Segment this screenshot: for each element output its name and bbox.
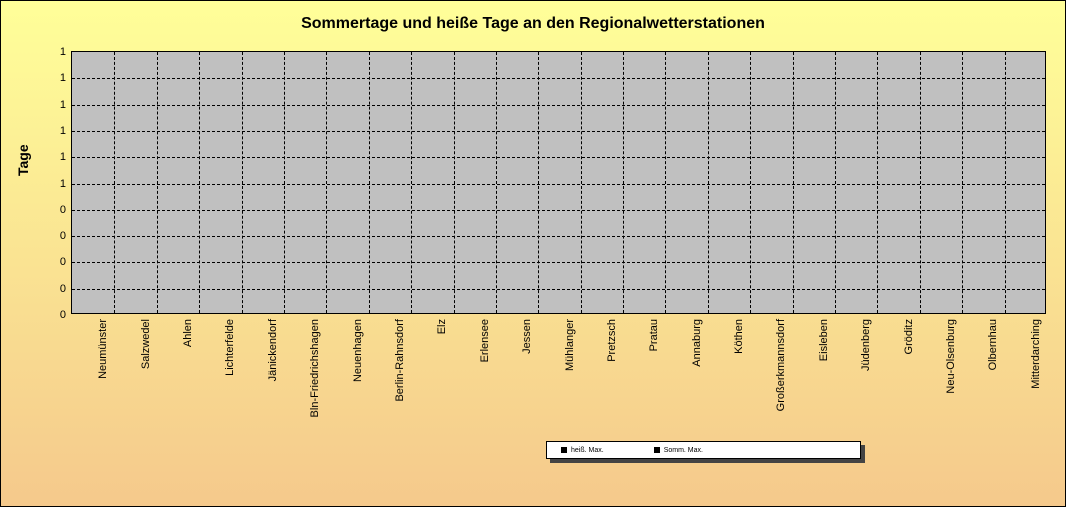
grid-line-v <box>369 52 370 313</box>
y-tick-label: 1 <box>46 125 66 137</box>
chart-title: Sommertage und heiße Tage an den Regiona… <box>1 15 1065 33</box>
grid-line-v <box>1005 52 1006 313</box>
x-tick-label: Bln-Friedrichshagen <box>309 319 321 417</box>
x-tick-label: Jüdenberg <box>860 319 872 371</box>
x-tick-label: Salzwedel <box>140 319 152 369</box>
grid-line-v <box>538 52 539 313</box>
grid-line-v <box>877 52 878 313</box>
grid-line-v <box>665 52 666 313</box>
grid-line-v <box>920 52 921 313</box>
y-tick-label: 1 <box>46 151 66 163</box>
grid-line-v <box>326 52 327 313</box>
x-tick-label: Gröditz <box>903 319 915 354</box>
y-tick-label: 1 <box>46 99 66 111</box>
legend-item: Somm. Max. <box>654 446 703 454</box>
grid-line-v <box>114 52 115 313</box>
x-tick-label: Jessen <box>521 319 533 354</box>
x-tick-label: Pratau <box>648 319 660 351</box>
grid-line-h <box>72 78 1045 79</box>
legend-label: heiß. Max. <box>571 447 604 454</box>
grid-line-v <box>793 52 794 313</box>
legend-label: Somm. Max. <box>664 447 703 454</box>
grid-line-v <box>411 52 412 313</box>
x-tick-label: Mitterdarching <box>1030 319 1042 389</box>
x-tick-label: Jänickendorf <box>267 319 279 381</box>
legend-swatch <box>561 447 567 453</box>
x-tick-label: Erlensee <box>479 319 491 362</box>
grid-line-v <box>708 52 709 313</box>
grid-line-h <box>72 289 1045 290</box>
grid-line-h <box>72 131 1045 132</box>
grid-line-h <box>72 157 1045 158</box>
x-tick-label: Olbernhau <box>987 319 999 370</box>
grid-line-h <box>72 105 1045 106</box>
grid-line-v <box>623 52 624 313</box>
plot-area: 00000111111NeumünsterSalzwedelAhlenLicht… <box>71 51 1046 314</box>
x-tick-label: Eisleben <box>818 319 830 361</box>
x-tick-label: Berlin-Rahnsdorf <box>394 319 406 402</box>
grid-line-h <box>72 184 1045 185</box>
y-tick-label: 1 <box>46 178 66 190</box>
grid-line-v <box>157 52 158 313</box>
x-tick-label: Annaburg <box>691 319 703 367</box>
x-tick-label: Köthen <box>733 319 745 354</box>
grid-line-v <box>454 52 455 313</box>
grid-line-v <box>496 52 497 313</box>
y-tick-label: 1 <box>46 46 66 58</box>
grid-line-v <box>284 52 285 313</box>
y-tick-label: 0 <box>46 256 66 268</box>
grid-line-h <box>72 236 1045 237</box>
x-tick-label: Pretzsch <box>606 319 618 362</box>
grid-line-v <box>581 52 582 313</box>
x-tick-label: Großerkmannsdorf <box>775 319 787 411</box>
chart-container: Sommertage und heiße Tage an den Regiona… <box>0 0 1066 507</box>
legend-swatch <box>654 447 660 453</box>
y-tick-label: 0 <box>46 230 66 242</box>
grid-line-v <box>835 52 836 313</box>
x-tick-label: Neumünster <box>97 319 109 379</box>
legend-item: heiß. Max. <box>561 446 604 454</box>
x-tick-label: Lichterfelde <box>224 319 236 376</box>
grid-line-v <box>962 52 963 313</box>
legend: heiß. Max. Somm. Max. <box>546 441 861 459</box>
x-tick-label: Elz <box>436 319 448 334</box>
x-tick-label: Mühlanger <box>564 319 576 371</box>
x-tick-label: Neuenhagen <box>352 319 364 382</box>
y-tick-label: 1 <box>46 72 66 84</box>
y-tick-label: 0 <box>46 309 66 321</box>
grid-line-v <box>750 52 751 313</box>
y-axis-title: Tage <box>15 144 31 176</box>
grid-line-v <box>199 52 200 313</box>
x-tick-label: Ahlen <box>182 319 194 347</box>
x-tick-label: Neu-Olsenburg <box>945 319 957 394</box>
grid-line-h <box>72 210 1045 211</box>
y-tick-label: 0 <box>46 283 66 295</box>
y-tick-label: 0 <box>46 204 66 216</box>
grid-line-h <box>72 262 1045 263</box>
grid-line-v <box>242 52 243 313</box>
